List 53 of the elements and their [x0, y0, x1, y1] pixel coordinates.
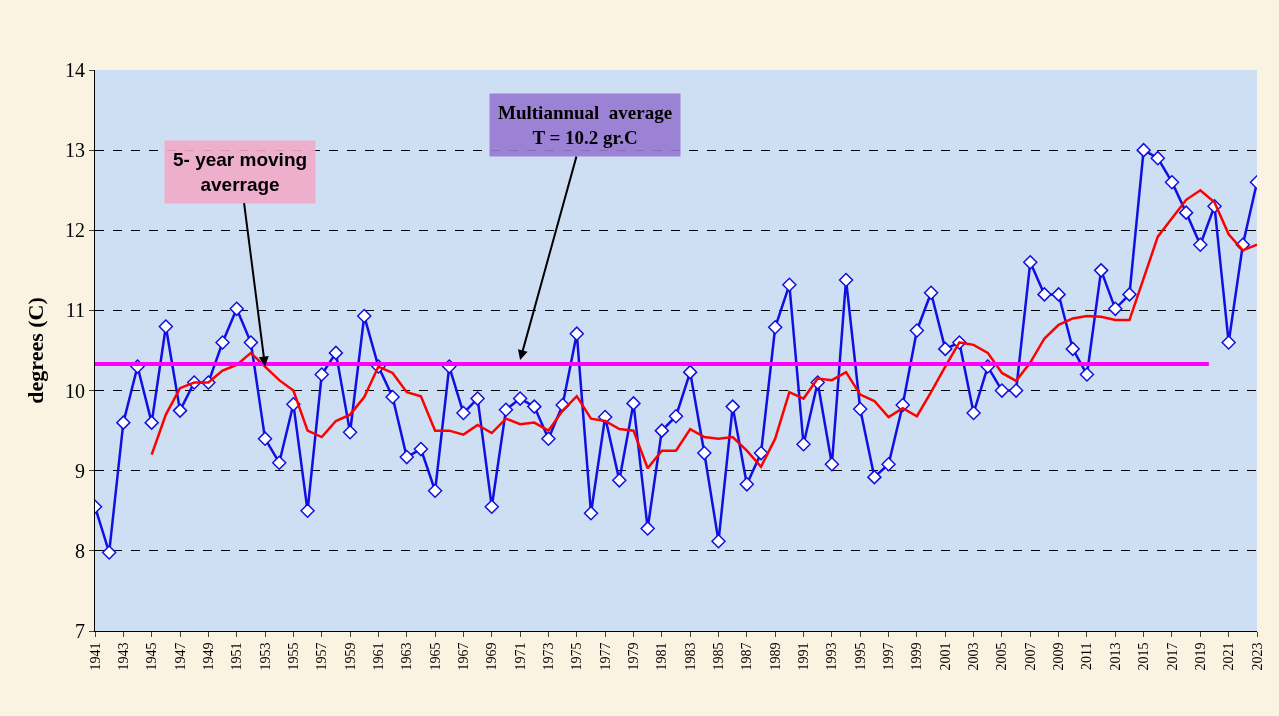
x-tick-label: 1989 [767, 642, 783, 671]
x-tick-label: 1977 [597, 642, 613, 671]
y-tick-label: 13 [65, 139, 85, 162]
x-tick-label: 1967 [455, 642, 471, 671]
y-tick-label: 12 [65, 219, 85, 242]
x-tick-label: 1961 [370, 642, 386, 671]
x-tick-label: 2001 [937, 642, 953, 671]
x-tick-label: 1957 [314, 642, 330, 671]
x-tick-label: 1999 [909, 642, 925, 671]
x-tick-label: 1953 [257, 642, 273, 671]
x-tick-label: 2015 [1136, 642, 1152, 671]
y-axis-title: degrees (C) [22, 297, 48, 404]
x-tick-label: 2021 [1221, 642, 1237, 671]
x-tick-label: 1951 [229, 642, 245, 671]
x-tick-label: 1997 [881, 642, 897, 671]
x-tick-label: 2003 [966, 642, 982, 671]
y-tick-label: 9 [75, 459, 85, 482]
x-tick-label: 1965 [427, 642, 443, 671]
x-tick-label: 1943 [115, 642, 131, 671]
x-tick-label: 1987 [739, 642, 755, 671]
y-tick-label: 8 [75, 539, 85, 562]
x-tick-label: 1955 [285, 642, 301, 671]
x-tick-label: 1993 [824, 642, 840, 671]
y-tick-label: 7 [75, 620, 85, 642]
x-tick-label: 2013 [1107, 642, 1123, 671]
x-tick-label: 2009 [1051, 642, 1067, 671]
x-tick-label: 1969 [484, 642, 500, 671]
x-tick-label: 1991 [796, 642, 812, 671]
y-tick-label: 11 [65, 299, 85, 322]
x-tick-label: 1959 [342, 642, 358, 671]
x-tick-label: 2023 [1249, 642, 1265, 671]
x-tick-label: 1949 [200, 642, 216, 671]
x-tick-label: 1947 [172, 642, 188, 671]
x-tick-label: 1975 [569, 642, 585, 671]
y-tick-label: 14 [65, 59, 85, 81]
x-tick-label: 2007 [1022, 642, 1038, 671]
x-tick-label: 1973 [541, 642, 557, 671]
x-tick-label: 1945 [144, 642, 160, 671]
x-tick-label: 2011 [1079, 642, 1095, 671]
x-tick-label: 2005 [994, 642, 1010, 671]
annotation: 5- year moving averrage [173, 149, 308, 195]
x-tick-label: 1979 [626, 642, 642, 671]
x-tick-label: 1995 [852, 642, 868, 671]
x-tick-label: 1983 [682, 642, 698, 671]
annotation: Multiannual average T = 10.2 gr.C [498, 102, 673, 148]
x-tick-label: 1941 [87, 642, 103, 671]
x-tick-label: 1981 [654, 642, 670, 671]
y-tick-label: 10 [65, 379, 85, 402]
x-tick-label: 1971 [512, 642, 528, 671]
x-tick-label: 2019 [1192, 642, 1208, 671]
x-tick-label: 2017 [1164, 642, 1180, 671]
x-tick-label: 1963 [399, 642, 415, 671]
x-tick-label: 1985 [711, 642, 727, 671]
